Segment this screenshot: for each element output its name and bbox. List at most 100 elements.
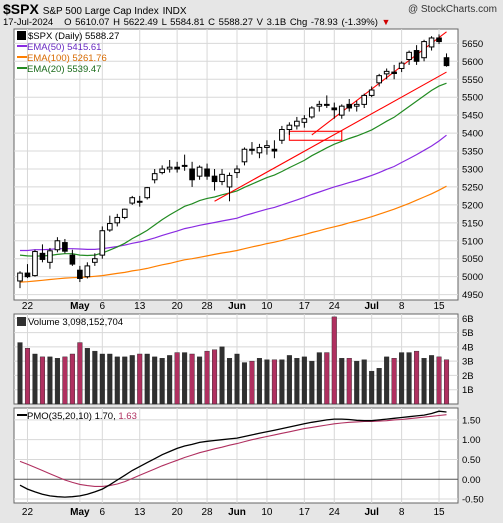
x-tick-label: 28 bbox=[202, 301, 214, 312]
pmo-legend: PMO(35,20,10) 1.70, 1.63 bbox=[17, 411, 137, 422]
volume-bar bbox=[159, 358, 165, 405]
pmo-tick-label: 0.50 bbox=[462, 455, 481, 466]
price-tick-label: 5100 bbox=[462, 236, 483, 247]
volume-bar bbox=[376, 368, 382, 405]
candle bbox=[413, 45, 420, 65]
volume-bar bbox=[264, 359, 270, 405]
legend-ema100-text: EMA(100) 5261.76 bbox=[27, 53, 107, 64]
legend-ema20-text: EMA(20) 5539.47 bbox=[27, 64, 102, 75]
candle-body bbox=[279, 129, 285, 141]
candle-body bbox=[383, 70, 390, 75]
candle bbox=[77, 265, 83, 283]
candle-body bbox=[17, 272, 23, 282]
down-arrow-icon: ▼ bbox=[381, 17, 391, 27]
candle-body bbox=[211, 175, 218, 183]
candle bbox=[383, 68, 390, 80]
volume-value: V 3.1B bbox=[256, 17, 287, 28]
candle bbox=[136, 195, 143, 207]
volume-bar bbox=[331, 316, 337, 405]
candle bbox=[196, 165, 203, 180]
volume-bar bbox=[152, 356, 158, 405]
x-tick-label: 20 bbox=[172, 301, 184, 312]
x-tick-label: May bbox=[70, 507, 90, 518]
price-tick-label: 5550 bbox=[462, 75, 483, 86]
candle bbox=[47, 247, 53, 269]
volume-bar bbox=[47, 356, 53, 405]
candle bbox=[24, 264, 31, 279]
pmo-line bbox=[19, 410, 447, 498]
candle-body bbox=[309, 107, 315, 118]
candle bbox=[271, 140, 278, 159]
candle-body bbox=[181, 164, 188, 167]
candle-body bbox=[219, 173, 225, 183]
candle-body bbox=[294, 120, 300, 127]
candle bbox=[17, 271, 23, 289]
volume-tick-label: 1B bbox=[462, 385, 474, 396]
x-tick-label: 24 bbox=[329, 507, 341, 518]
candle-body bbox=[398, 62, 405, 69]
candle-body bbox=[361, 94, 368, 105]
candle bbox=[174, 161, 180, 173]
candle-body bbox=[24, 272, 31, 278]
price-tick-label: 4950 bbox=[462, 290, 483, 301]
candle-body bbox=[174, 166, 180, 170]
channel-lower-line bbox=[214, 71, 447, 202]
volume-bar bbox=[167, 355, 173, 405]
volume-bar bbox=[369, 370, 375, 405]
candle bbox=[99, 226, 106, 259]
volume-bar bbox=[77, 342, 83, 405]
x-tick-label: 17 bbox=[299, 507, 311, 518]
candle bbox=[226, 172, 233, 202]
date: 17-Jul-2024 bbox=[3, 17, 54, 28]
x-tick-label: 24 bbox=[329, 301, 341, 312]
candle bbox=[376, 73, 382, 87]
x-tick-label: Jul bbox=[364, 301, 379, 312]
x-tick-label: 15 bbox=[433, 507, 445, 518]
candle-body bbox=[151, 173, 158, 181]
volume-bar bbox=[212, 349, 218, 405]
candle-body bbox=[406, 51, 412, 61]
ema50-line bbox=[20, 134, 447, 252]
pmo-legend-text: PMO(35,20,10) 1.70, bbox=[27, 411, 116, 422]
candle-body bbox=[316, 103, 323, 107]
candle bbox=[69, 249, 76, 266]
candle-body bbox=[286, 124, 293, 131]
candle-body bbox=[391, 71, 397, 75]
volume-bar bbox=[234, 353, 240, 405]
candle bbox=[398, 61, 405, 73]
candle-body bbox=[376, 75, 382, 84]
panel-pmo bbox=[13, 407, 459, 504]
volume-bar bbox=[316, 352, 322, 405]
volume-bar bbox=[391, 358, 397, 405]
candle-body bbox=[353, 103, 360, 107]
candle-body bbox=[331, 107, 338, 111]
candle bbox=[256, 143, 263, 159]
ema20-line bbox=[19, 82, 447, 257]
x-tick-label: Jun bbox=[228, 301, 246, 312]
candle-body bbox=[443, 57, 450, 67]
index-name: S&P 500 Large Cap Index bbox=[42, 6, 159, 17]
candle bbox=[166, 160, 173, 173]
candle-body bbox=[241, 148, 248, 163]
volume-bar bbox=[129, 355, 135, 405]
close-value: C 5588.27 bbox=[208, 17, 253, 28]
volume-bar bbox=[406, 352, 412, 405]
price-tick-label: 5050 bbox=[462, 254, 483, 265]
candle-body bbox=[32, 251, 38, 277]
volume-bar bbox=[144, 353, 150, 405]
x-tick-label: Jul bbox=[364, 507, 379, 518]
change-value: Chg -78.93 (-1.39%) bbox=[289, 17, 378, 28]
candle bbox=[316, 100, 323, 112]
volume-bar bbox=[24, 348, 31, 405]
candle bbox=[421, 39, 427, 62]
volume-bar bbox=[286, 355, 292, 405]
price-tick-label: 5250 bbox=[462, 182, 483, 193]
volume-legend: Volume 3,098,152,704 bbox=[17, 317, 123, 328]
candle-body bbox=[338, 105, 345, 116]
candle bbox=[391, 64, 397, 80]
symbol-title: $SPX S&P 500 Large Cap Index INDX bbox=[3, 1, 187, 17]
x-tick-label: 13 bbox=[134, 301, 146, 312]
candle-body bbox=[301, 118, 308, 123]
pmo-signal-line bbox=[19, 414, 447, 487]
